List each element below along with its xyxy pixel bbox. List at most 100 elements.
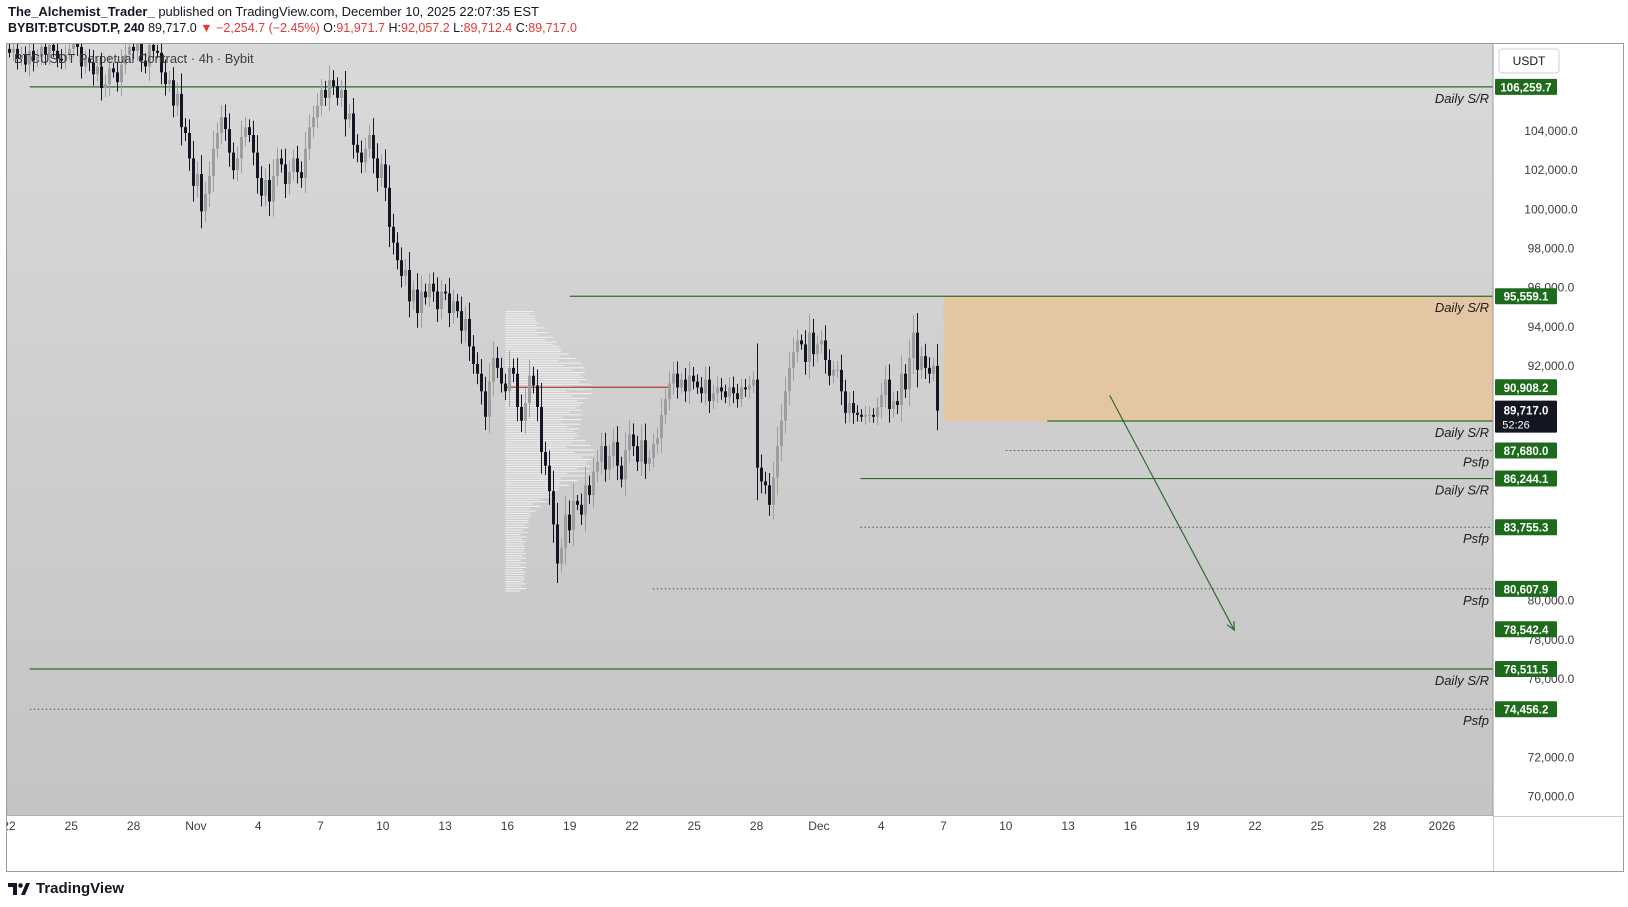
arrow-line[interactable] <box>1109 394 1235 631</box>
candle-body <box>288 172 291 184</box>
candle-body <box>448 293 451 314</box>
candle-body <box>564 514 567 548</box>
brand-name: TradingView <box>36 880 125 897</box>
candle-body <box>192 158 195 186</box>
price-tag-4: 87,680.0 <box>1504 446 1549 458</box>
candle-body <box>880 395 883 407</box>
candle-body <box>788 367 791 392</box>
candle-body <box>932 365 935 374</box>
candle-body <box>148 44 151 67</box>
chart-frame <box>6 43 1624 872</box>
candle-body <box>908 358 911 390</box>
candle-body <box>660 414 663 439</box>
candle-body <box>784 391 787 421</box>
publication-line: The_Alchemist_Trader_ published on Tradi… <box>8 4 539 19</box>
x-tick-12: 28 <box>750 819 764 833</box>
candle-body <box>688 375 691 392</box>
candle-body <box>16 48 19 59</box>
candle-body <box>684 379 687 392</box>
candle-body <box>484 391 487 417</box>
candle-body <box>132 46 135 51</box>
candle-body <box>592 471 595 496</box>
candle-body <box>816 344 819 355</box>
candle-body <box>172 80 175 106</box>
projection-arrow[interactable] <box>1109 394 1235 632</box>
price-tag-bg-1 <box>1495 288 1557 305</box>
candle-body <box>656 438 659 445</box>
x-tick-10: 22 <box>625 819 639 833</box>
candle-body <box>620 465 623 480</box>
candle-body <box>344 89 347 120</box>
candle-body <box>32 50 35 61</box>
candle-body <box>416 289 419 314</box>
symbol-label[interactable]: BYBIT:BTCUSDT.P, 240 <box>8 21 145 35</box>
candle-body <box>332 80 335 87</box>
candle-body <box>368 134 371 149</box>
candle-body <box>832 369 835 376</box>
candle-body <box>328 80 331 98</box>
candle-body <box>320 89 323 106</box>
candle-body <box>460 311 463 331</box>
currency-label: USDT <box>1513 54 1546 68</box>
candle-body <box>628 434 631 451</box>
candle-body <box>752 379 755 386</box>
candle-body <box>848 403 851 413</box>
candle-body <box>744 387 747 390</box>
level-label-3: Psfp <box>1463 454 1489 469</box>
candle-body <box>760 467 763 482</box>
candle-body <box>392 226 395 243</box>
candle-body <box>712 393 715 402</box>
candle-body <box>916 332 919 370</box>
candle-body <box>548 465 551 492</box>
candle-body <box>888 379 891 409</box>
candle-body <box>316 105 319 118</box>
candle-body <box>596 461 599 472</box>
candle-body <box>772 477 775 505</box>
candle-body <box>40 46 43 57</box>
candle-body <box>640 440 643 462</box>
candle-body <box>220 117 223 134</box>
candle-body <box>748 385 751 390</box>
candle-body <box>372 134 375 159</box>
y-tick-0: 104,000.0 <box>1524 124 1578 138</box>
candle-body <box>792 352 795 368</box>
price-tag-bg-5 <box>1495 470 1557 487</box>
time-axis[interactable] <box>6 816 1493 872</box>
candle-body <box>20 54 23 59</box>
candle-body <box>700 387 703 394</box>
candle-body <box>804 344 807 362</box>
candle-body <box>884 379 887 396</box>
candle-body <box>812 332 815 355</box>
candle-body <box>272 176 275 202</box>
candle-body <box>64 54 67 61</box>
last-price: 89,717.0 <box>148 21 197 35</box>
footer-brand[interactable]: TradingView <box>8 880 124 897</box>
currency-button[interactable]: USDT <box>1498 48 1560 74</box>
x-tick-21: 25 <box>1311 819 1325 833</box>
candle-body <box>52 44 55 51</box>
candle-body <box>768 485 771 505</box>
candle-body <box>188 133 191 159</box>
candle-body <box>544 452 547 466</box>
candle-body <box>840 369 843 392</box>
candle-body <box>224 117 227 130</box>
close-label: C: <box>515 21 529 35</box>
low-label: L: <box>453 21 464 35</box>
candle-body <box>348 113 351 120</box>
candle-body <box>740 387 743 400</box>
author-name[interactable]: The_Alchemist_Trader_ <box>8 4 155 19</box>
price-tag-9: 76,511.5 <box>1504 665 1549 677</box>
candle-body <box>580 504 583 515</box>
close-value: 89,717.0 <box>528 21 577 35</box>
open-value: 91,971.7 <box>336 21 386 35</box>
arrow-head[interactable] <box>1226 621 1235 632</box>
y-tick-11: 70,000.0 <box>1528 789 1575 803</box>
level-label-0: Daily S/R <box>1435 91 1489 106</box>
price-chart[interactable]: Daily S/R Daily S/R Daily S/R Psfp Daily S/R… <box>6 43 1624 872</box>
candle-body <box>364 148 367 163</box>
candle-body <box>868 414 871 416</box>
candle-body <box>456 301 459 312</box>
candle-body <box>340 89 343 98</box>
candle-body <box>532 375 535 386</box>
candle-body <box>260 178 263 196</box>
